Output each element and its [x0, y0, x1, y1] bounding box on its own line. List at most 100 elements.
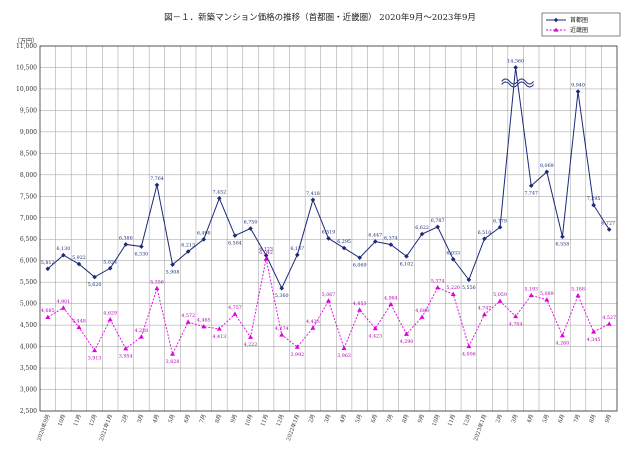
x-tick-label: 8月 — [401, 413, 411, 424]
point-shutoken — [185, 249, 191, 254]
point-shutoken — [560, 234, 565, 240]
point-kinki — [559, 332, 565, 338]
point-shutoken — [419, 231, 425, 237]
point-kinki — [481, 311, 487, 317]
data-label-kinki: 4,228 — [134, 328, 148, 334]
point-shutoken — [154, 182, 160, 188]
point-kinki — [341, 345, 347, 350]
point-shutoken — [466, 277, 472, 283]
data-label-shutoken: 6,069 — [353, 263, 367, 269]
point-kinki — [123, 345, 129, 351]
x-tick-label: 2月 — [307, 413, 317, 424]
data-label-shutoken: 6,102 — [400, 261, 414, 267]
data-label-shutoken: 8,069 — [540, 163, 554, 169]
point-kinki — [606, 321, 612, 326]
legend-marker-diamond — [553, 17, 559, 23]
data-label-shutoken: 6,137 — [290, 246, 304, 252]
data-label-kinki: 4,757 — [228, 305, 242, 311]
data-label-shutoken: 6,622 — [415, 225, 429, 231]
data-label-kinki: 4,448 — [72, 318, 86, 324]
y-tick-label: 9,500 — [20, 107, 37, 114]
point-kinki — [248, 334, 254, 339]
data-label-kinki: 3,963 — [337, 353, 351, 359]
point-kinki — [216, 326, 222, 331]
y-axis-ticks: 2,500 3,000 3,500 4,000 4,500 5,000 5,500 6,000… — [16, 43, 37, 415]
x-tick-label: 2023年1月 — [471, 413, 488, 442]
point-kinki — [403, 331, 409, 336]
data-label-kinki: 5,193 — [524, 286, 538, 292]
x-tick-label: 3月 — [136, 413, 146, 424]
x-tick-label: 5月 — [541, 413, 551, 424]
point-shutoken — [388, 242, 394, 247]
x-tick-label: 2022年1月 — [284, 413, 301, 442]
point-kinki — [591, 329, 597, 334]
data-label-kinki: 4,688 — [415, 308, 429, 314]
data-label-shutoken: 6,295 — [337, 239, 351, 245]
data-label-kinki: 3,992 — [290, 352, 304, 358]
data-label-shutoken: 5,556 — [462, 285, 476, 291]
x-tick-label: 12月 — [88, 413, 99, 427]
data-label-shutoken: 5,812 — [41, 260, 55, 266]
point-shutoken — [341, 245, 347, 251]
point-shutoken — [279, 285, 285, 291]
point-shutoken — [201, 237, 207, 242]
legend-label-kinki: 近畿圏 — [570, 26, 588, 34]
y-tick-label: 11,000 — [16, 43, 37, 50]
x-tick-label: 10月 — [431, 413, 442, 427]
data-label-kinki: 4,901 — [57, 299, 71, 305]
data-label-kinki: 4,685 — [41, 308, 55, 314]
data-label-shutoken: 7,418 — [306, 191, 320, 197]
point-kinki — [326, 298, 331, 303]
data-label-kinki: 4,260 — [556, 340, 570, 346]
x-tick-label: 2月 — [494, 413, 504, 424]
point-shutoken — [606, 227, 612, 232]
point-shutoken — [232, 233, 238, 238]
x-tick-label: 12月 — [275, 413, 286, 427]
point-kinki — [107, 316, 113, 322]
y-tick-label: 4,500 — [20, 322, 37, 329]
point-kinki — [263, 256, 269, 261]
y-unit-label: （万円） — [14, 38, 38, 45]
data-label-kinki: 6,042 — [259, 250, 273, 256]
point-kinki — [466, 343, 472, 349]
x-tick-label: 3月 — [510, 413, 520, 424]
x-tick-label: 8月 — [588, 413, 598, 424]
point-kinki — [294, 344, 300, 349]
x-tick-label: 2021年1月 — [97, 413, 114, 442]
point-kinki — [170, 351, 176, 356]
data-label-shutoken: 6,447 — [368, 233, 382, 239]
x-tick-label: 6月 — [557, 413, 567, 424]
point-kinki — [528, 292, 534, 298]
data-label-kinki: 4,423 — [368, 333, 382, 339]
x-tick-label: 4月 — [151, 413, 161, 424]
point-kinki — [575, 292, 581, 298]
point-shutoken — [139, 244, 144, 249]
data-label-shutoken: 6,498 — [197, 230, 211, 236]
x-tick-label: 4月 — [338, 413, 348, 424]
x-tick-label: 9月 — [603, 413, 613, 424]
x-tick-label: 10月 — [56, 413, 67, 427]
point-shutoken — [170, 262, 175, 267]
y-tick-label: 5,000 — [20, 301, 37, 308]
data-label-kinki: 3,828 — [166, 359, 180, 365]
data-label-kinki: 5,188 — [571, 287, 585, 293]
y-tick-label: 6,500 — [20, 236, 37, 243]
point-shutoken — [372, 239, 378, 244]
point-kinki — [154, 285, 160, 291]
chart-title: 図－１．新築マンション価格の推移（首都圏・近畿圏） 2020年9月～2023年9… — [164, 12, 476, 23]
x-tick-label: 6月 — [182, 413, 192, 424]
x-tick-label: 4月 — [526, 413, 536, 424]
point-kinki — [60, 305, 66, 310]
point-kinki — [388, 301, 394, 307]
data-label-shutoken: 6,033 — [446, 250, 460, 256]
x-tick-label: 9月 — [416, 413, 426, 424]
x-tick-label: 2020年9月 — [35, 413, 52, 442]
data-label-shutoken: 6,727 — [601, 220, 615, 226]
x-tick-label: 7月 — [572, 413, 582, 424]
data-label-shutoken: 6,380 — [119, 235, 133, 241]
point-shutoken — [357, 255, 362, 261]
point-shutoken — [92, 274, 97, 280]
point-shutoken — [326, 236, 331, 241]
